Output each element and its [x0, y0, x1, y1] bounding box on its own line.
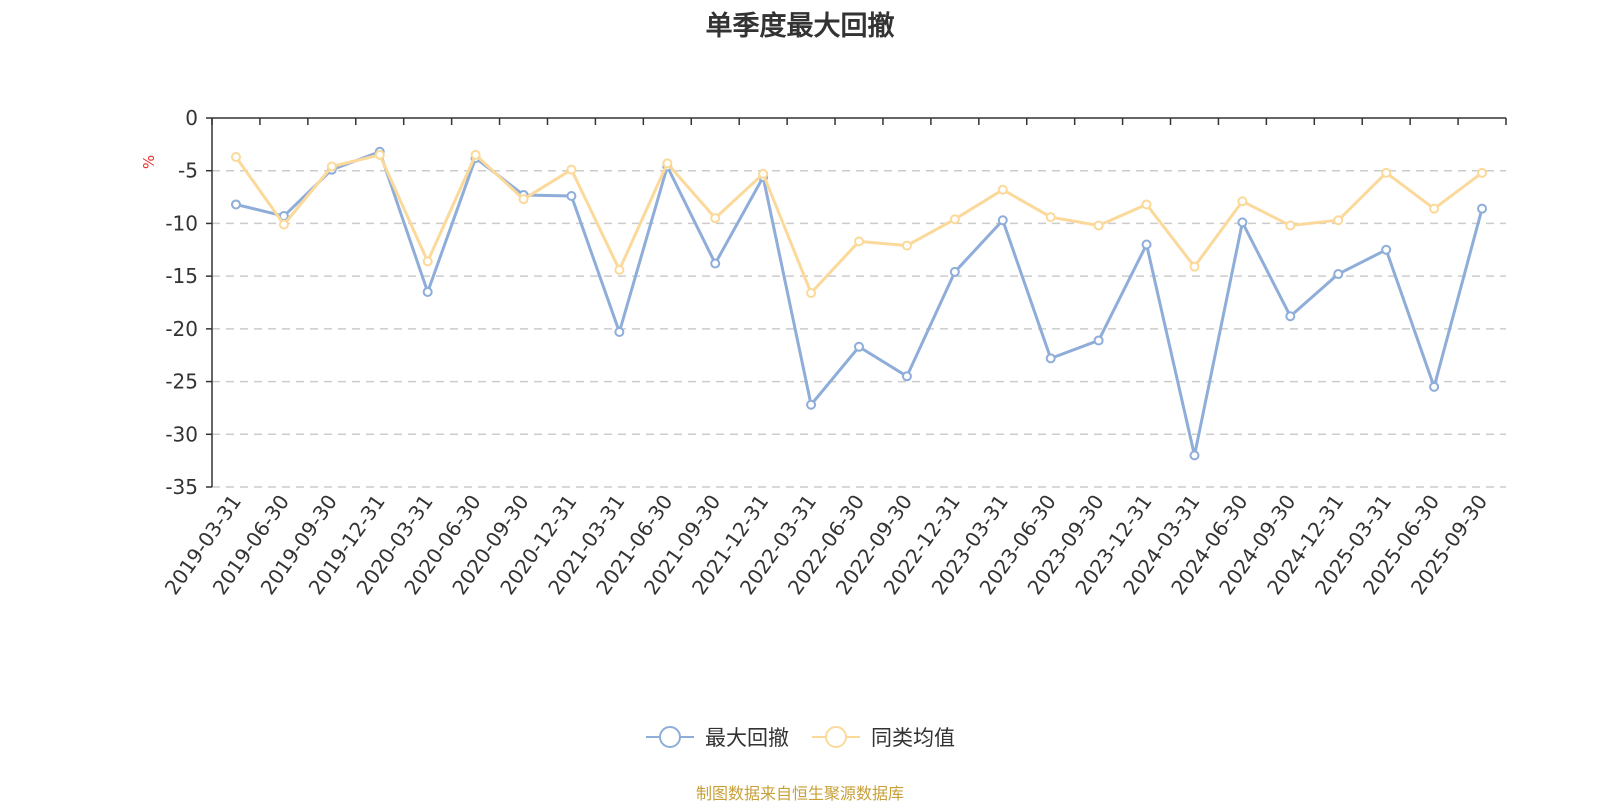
y-tick-label: -15 — [165, 264, 198, 288]
data-point — [949, 266, 960, 277]
data-point — [806, 288, 817, 299]
data-point — [758, 168, 769, 179]
y-axis-label: % — [140, 155, 158, 169]
series-lines — [230, 146, 1488, 461]
data-point — [901, 240, 912, 251]
y-tick-label: -25 — [165, 370, 198, 394]
legend-item-series-2[interactable]: 同类均值 — [811, 722, 955, 752]
data-point — [710, 258, 721, 269]
data-point — [1237, 196, 1248, 207]
data-point — [1429, 381, 1440, 392]
y-tick-label: 0 — [185, 106, 198, 130]
legend-label: 同类均值 — [871, 726, 955, 750]
y-tick-label: -35 — [165, 475, 198, 499]
data-point — [1285, 311, 1296, 322]
data-point — [614, 264, 625, 275]
data-point — [1381, 244, 1392, 255]
data-point — [1141, 199, 1152, 210]
data-point — [374, 149, 385, 160]
data-point — [1189, 261, 1200, 272]
legend-line-icon — [646, 726, 694, 748]
data-point — [901, 371, 912, 382]
data-point — [997, 215, 1008, 226]
data-point — [1429, 203, 1440, 214]
legend-item-series-1[interactable]: 最大回撤 — [645, 722, 789, 752]
data-point — [566, 191, 577, 202]
axes: 0-5-10-15-20-25-30-352019-03-312019-06-3… — [160, 106, 1507, 599]
data-point — [854, 236, 864, 247]
data-point — [1477, 203, 1488, 214]
data-point — [230, 199, 241, 210]
data-point — [1045, 212, 1056, 223]
series-line-1 — [235, 150, 1484, 457]
y-tick-label: -5 — [178, 159, 198, 183]
legend: 最大回撤 同类均值 — [0, 722, 1600, 752]
data-point — [662, 158, 673, 169]
data-point — [997, 184, 1008, 195]
data-point — [854, 341, 864, 352]
data-point — [566, 164, 577, 175]
data-point — [1189, 450, 1200, 461]
data-point — [806, 399, 817, 410]
data-point — [710, 213, 721, 224]
data-point — [949, 214, 960, 225]
legend-label: 最大回撤 — [705, 726, 789, 750]
data-point — [614, 327, 625, 338]
data-point — [1285, 220, 1296, 231]
data-point — [518, 194, 529, 205]
chart-title: 单季度最大回撤 — [705, 11, 895, 42]
data-point — [326, 161, 337, 172]
data-point — [1381, 167, 1392, 178]
grid-lines — [212, 169, 1506, 488]
data-point — [1237, 217, 1248, 228]
data-point — [1093, 335, 1104, 346]
data-point — [1477, 167, 1488, 178]
y-tick-label: -10 — [165, 211, 198, 235]
data-point — [278, 219, 289, 230]
data-point — [1333, 215, 1344, 226]
data-point — [230, 152, 241, 163]
data-point — [1333, 269, 1344, 280]
data-point — [1093, 220, 1104, 231]
data-point — [422, 256, 433, 267]
data-point — [470, 149, 481, 160]
y-tick-label: -20 — [165, 317, 198, 341]
data-source-note: 制图数据来自恒生聚源数据库 — [695, 784, 904, 803]
data-point — [422, 286, 433, 297]
legend-line-icon — [812, 726, 860, 748]
y-tick-label: -30 — [165, 422, 198, 446]
data-point — [1045, 353, 1056, 364]
data-point — [1141, 239, 1152, 250]
